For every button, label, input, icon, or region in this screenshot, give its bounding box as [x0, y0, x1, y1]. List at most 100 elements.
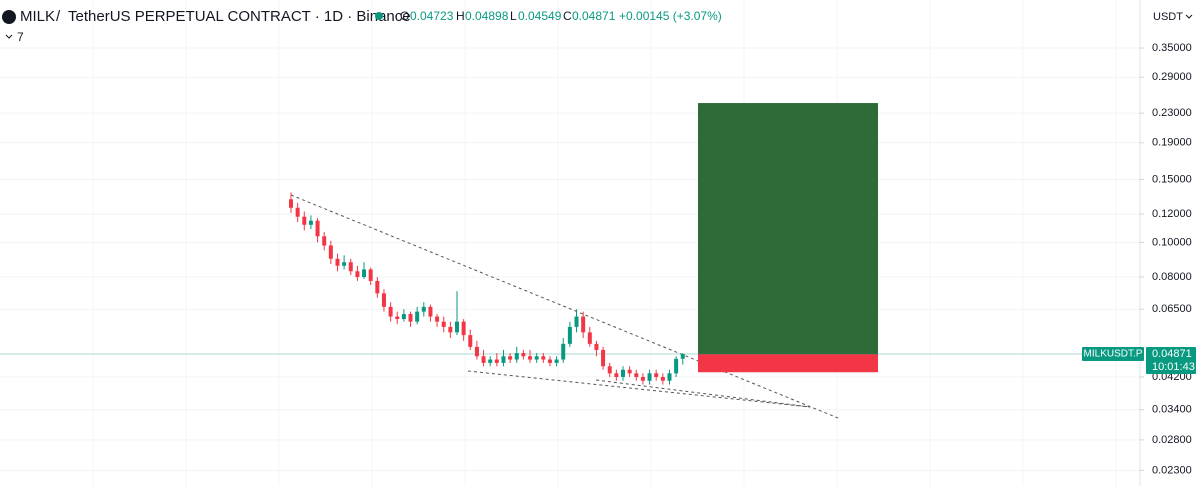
candle-body [581, 316, 586, 333]
candle-body [362, 269, 367, 278]
candle-body [381, 293, 386, 307]
candle-body [534, 356, 539, 360]
y-tick-label: 0.15000 [1152, 173, 1192, 185]
candle-body [640, 376, 645, 381]
candle-body [441, 321, 446, 327]
y-tick-label: 0.03400 [1152, 404, 1192, 416]
candle-body [614, 373, 619, 377]
y-tick-label: 0.35000 [1152, 42, 1192, 54]
y-tick-label: 0.06500 [1152, 303, 1192, 315]
candle-body [415, 311, 420, 322]
candle-body [621, 369, 625, 377]
candle-body [667, 373, 672, 381]
candle-body [528, 356, 533, 360]
ohlc-value: 0.04723 [410, 9, 454, 23]
candle-body [561, 343, 566, 360]
candle-body [494, 359, 499, 363]
candle-body [594, 343, 599, 350]
price-label: 0.04871 [1152, 348, 1192, 360]
currency-dropdown[interactable] [1185, 14, 1193, 19]
market-status[interactable] [375, 12, 383, 20]
candle-body [421, 306, 426, 312]
loss-zone [698, 354, 878, 373]
change: +0.00145 (+3.07%) [619, 9, 722, 23]
candle-body [474, 346, 479, 357]
candle-body [654, 373, 659, 377]
candle-body [308, 220, 313, 225]
candle-body [488, 359, 493, 363]
symbol-label: MILKUSDT.P [1084, 349, 1143, 360]
candle-body [554, 359, 559, 363]
ohlc-key: H [456, 9, 465, 23]
candle-body [607, 366, 612, 374]
symbol-logo [2, 10, 16, 24]
candle-body [660, 376, 665, 381]
symbol-title: TetherUS PERPETUAL CONTRACT · 1D · Binan… [68, 8, 411, 25]
candle-body [428, 306, 433, 317]
ohlc-value: 0.04549 [518, 9, 562, 23]
candle-body [335, 258, 340, 266]
y-tick-label: 0.12000 [1152, 208, 1192, 220]
price-label-bg [1146, 346, 1196, 374]
ohlc-key: L [510, 9, 517, 23]
candle-body [627, 369, 632, 374]
y-tick-label: 0.08000 [1152, 271, 1192, 283]
candle-body [328, 245, 333, 259]
candle-body [355, 271, 360, 278]
candle-body [302, 216, 307, 225]
candle-body [395, 316, 400, 320]
trendline [467, 370, 811, 408]
candle-body [674, 358, 679, 374]
ohlc-key: C [563, 9, 572, 23]
y-tick-label: 0.02800 [1152, 434, 1192, 446]
candle-body [408, 314, 413, 322]
candle-body [468, 335, 473, 347]
collapse-toggle[interactable] [5, 34, 13, 39]
candle-body [315, 220, 320, 237]
symbol: MILK [20, 8, 55, 25]
countdown: 10:01:43 [1152, 361, 1195, 373]
candle-body [501, 356, 506, 363]
candle-body [508, 356, 513, 360]
candle-body [567, 326, 572, 344]
candle-body [481, 356, 486, 363]
candle-body [375, 280, 380, 294]
trendline [290, 194, 839, 419]
candle-body [295, 207, 300, 217]
y-tick-label: 0.10000 [1152, 236, 1192, 248]
indicator-count: 7 [17, 30, 24, 44]
candle-body [342, 262, 347, 266]
y-tick-label: 0.29000 [1152, 71, 1192, 83]
ohlc-key: O [400, 9, 409, 23]
currency[interactable]: USDT [1153, 11, 1183, 23]
symbol-label-bg [1082, 346, 1144, 361]
y-tick-label: 0.02300 [1152, 464, 1192, 476]
candle-body [461, 321, 466, 336]
candle-body [634, 373, 639, 377]
trendline [595, 379, 811, 408]
candle-body [368, 269, 373, 281]
candle-body [514, 353, 519, 360]
candle-body [587, 332, 592, 344]
candle-body [547, 359, 552, 363]
candle-body [601, 349, 606, 367]
candle-body [435, 316, 440, 322]
candle-body [388, 306, 393, 317]
ohlc-value: 0.04871 [572, 9, 616, 23]
y-tick-label: 0.23000 [1152, 107, 1192, 119]
candle-body [455, 321, 459, 333]
profit-zone [698, 103, 878, 355]
candle-body [521, 353, 526, 357]
candle-body [401, 314, 406, 320]
separator: / [56, 8, 61, 25]
ohlc-value: 0.04898 [465, 9, 509, 23]
candle-body [541, 356, 546, 360]
candle-body [289, 199, 293, 208]
candle-body [348, 262, 353, 272]
candle-body [322, 236, 327, 246]
candle-body [574, 316, 579, 327]
candle-body [680, 353, 685, 359]
y-tick-label: 0.19000 [1152, 137, 1192, 149]
candle-body [448, 326, 453, 333]
